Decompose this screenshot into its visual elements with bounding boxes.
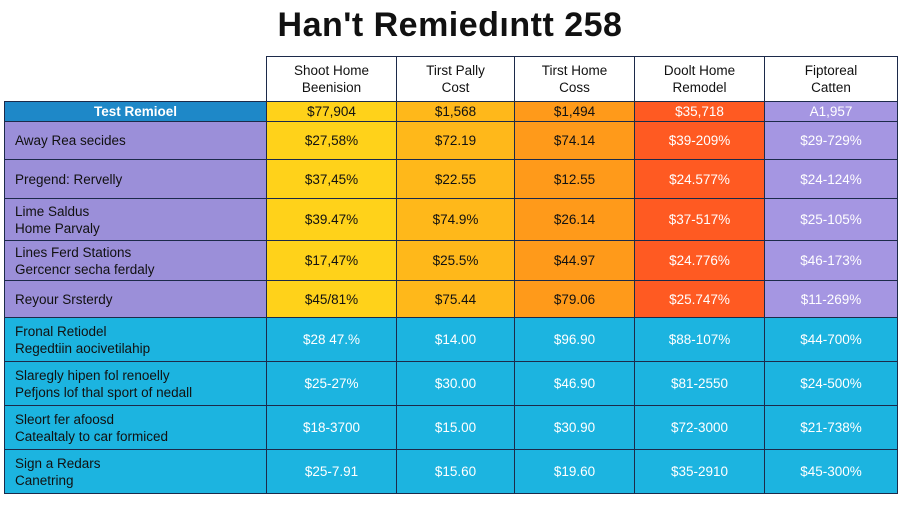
table-row: Lime Saldus Home Parvaly $39.47% $74.9% $26.… — [4, 198, 898, 241]
table-cell: $25-27% — [266, 361, 397, 406]
table-cell: $37-517% — [634, 198, 765, 241]
row-label-line: Test Remioel — [93, 104, 178, 119]
table-cell: $79.06 — [514, 280, 635, 318]
table-cell: $24-500% — [764, 361, 898, 406]
table-cell: $26.14 — [514, 198, 635, 241]
row-label: Reyour Srsterdy — [4, 280, 267, 318]
table-cell: $45/81% — [266, 280, 397, 318]
table-cell: $72.19 — [396, 121, 515, 160]
column-header: Doolt Home Remodel — [634, 56, 765, 102]
table-cell: $15.60 — [396, 449, 515, 494]
table-cell: $27,58% — [266, 121, 397, 160]
column-header: Fiptoreal Catten — [764, 56, 898, 102]
row-label-line: Sign a Redars — [15, 455, 101, 471]
row-label: Slaregly hipen fol renoelly Pefjons lof t… — [4, 361, 267, 406]
column-header: Tirst Pally Cost — [396, 56, 515, 102]
table-row: Pregend: Rervelly $37,45% $22.55 $12.55 $24.… — [4, 159, 898, 199]
table-cell: $15.00 — [396, 405, 515, 450]
table-cell: $75.44 — [396, 280, 515, 318]
table-row: Sleort fer afoosd Catealtaly to car formi… — [4, 405, 898, 450]
table-cell: $39-209% — [634, 121, 765, 160]
table-cell: $11-269% — [764, 280, 898, 318]
row-label: Lines Ferd Stations Gercencr secha ferdal… — [4, 240, 267, 281]
table-cell: A1,957 — [764, 101, 898, 122]
table-cell: $39.47% — [266, 198, 397, 241]
column-header: Shoot Home Beenision — [266, 56, 397, 102]
table-cell: $46.90 — [514, 361, 635, 406]
row-label-line: Canetring — [15, 472, 74, 488]
table-cell: $12.55 — [514, 159, 635, 199]
row-label: Sign a Redars Canetring — [4, 449, 267, 494]
row-label: Sleort fer afoosd Catealtaly to car formi… — [4, 405, 267, 450]
table-row: Slaregly hipen fol renoelly Pefjons lof t… — [4, 361, 898, 406]
table-cell: $46-173% — [764, 240, 898, 281]
row-label-line: Gercencr secha ferdaly — [15, 261, 155, 277]
table-cell: $24.577% — [634, 159, 765, 199]
table-cell: $18-3700 — [266, 405, 397, 450]
table-cell: $37,45% — [266, 159, 397, 199]
row-label-line: Lime Saldus — [15, 203, 90, 219]
row-label: Away Rea secides — [4, 121, 267, 160]
table-cell: $1,494 — [514, 101, 635, 122]
table-cell: $88-107% — [634, 317, 765, 362]
row-label-line: Reyour Srsterdy — [15, 291, 113, 307]
row-label-line: Sleort fer afoosd — [15, 411, 115, 427]
row-label-line: Home Parvaly — [15, 220, 100, 236]
table-cell: $77,904 — [266, 101, 397, 122]
table-cell: $74.9% — [396, 198, 515, 241]
table-cell: $25-7.91 — [266, 449, 397, 494]
table-cell: $30.00 — [396, 361, 515, 406]
header-corner — [4, 56, 267, 102]
row-label-line: Lines Ferd Stations — [15, 244, 132, 260]
table-row: Lines Ferd Stations Gercencr secha ferdal… — [4, 240, 898, 281]
table-cell: $35,718 — [634, 101, 765, 122]
row-label: Pregend: Rervelly — [4, 159, 267, 199]
row-label: Fronal Retiodel Regedtiin aocivetilahip — [4, 317, 267, 362]
row-label-line: Regedtiin aocivetilahip — [15, 340, 151, 356]
row-label-line: Fronal Retiodel — [15, 323, 107, 339]
table-cell: $29-729% — [764, 121, 898, 160]
table-cell: $24-124% — [764, 159, 898, 199]
table-cell: $1,568 — [396, 101, 515, 122]
table-cell: $35-2910 — [634, 449, 765, 494]
column-header: Tirst Home Coss — [514, 56, 635, 102]
row-label: Test Remioel — [4, 101, 267, 122]
table-row: Fronal Retiodel Regedtiin aocivetilahip $2… — [4, 317, 898, 362]
cost-table: Shoot Home Beenision Tirst Pally Cost Tirs… — [4, 56, 898, 494]
table-cell: $81-2550 — [634, 361, 765, 406]
table-cell: $25-105% — [764, 198, 898, 241]
table-row: Reyour Srsterdy $45/81% $75.44 $79.06 $25.74… — [4, 280, 898, 318]
table-cell: $44.97 — [514, 240, 635, 281]
table-cell: $17,47% — [266, 240, 397, 281]
table-cell: $24.776% — [634, 240, 765, 281]
row-label-line: Catealtaly to car formiced — [15, 428, 169, 444]
table-cell: $30.90 — [514, 405, 635, 450]
table-cell: $21-738% — [764, 405, 898, 450]
header-row: Shoot Home Beenision Tirst Pally Cost Tirs… — [4, 56, 898, 102]
table-cell: $25.747% — [634, 280, 765, 318]
table-cell: $74.14 — [514, 121, 635, 160]
table-cell: $45-300% — [764, 449, 898, 494]
table-cell: $96.90 — [514, 317, 635, 362]
page-title: Han't Remiedıntt 258 — [277, 6, 623, 44]
table-row: Away Rea secides $27,58% $72.19 $74.14 $39-2… — [4, 121, 898, 160]
row-label: Lime Saldus Home Parvaly — [4, 198, 267, 241]
table-row: Sign a Redars Canetring $25-7.91 $15.60 $19.… — [4, 449, 898, 494]
table-cell: $14.00 — [396, 317, 515, 362]
row-label-line: Pefjons lof thal sport of nedall — [15, 384, 193, 400]
table-cell: $28 47.% — [266, 317, 397, 362]
table-cell: $72-3000 — [634, 405, 765, 450]
table-cell: $25.5% — [396, 240, 515, 281]
row-label-line: Away Rea secides — [15, 133, 126, 148]
table-cell: $44-700% — [764, 317, 898, 362]
row-label-line: Pregend: Rervelly — [15, 171, 123, 187]
table-row: Test Remioel $77,904 $1,568 $1,494 $35,718 A1… — [4, 101, 898, 122]
row-label-line: Slaregly hipen fol renoelly — [15, 367, 170, 383]
table-cell: $22.55 — [396, 159, 515, 199]
table-cell: $19.60 — [514, 449, 635, 494]
